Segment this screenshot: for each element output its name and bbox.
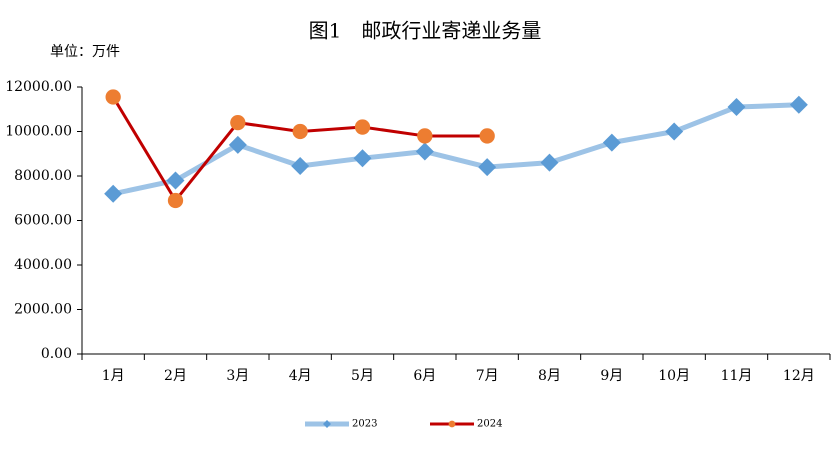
chart-title: 图1 邮政行业寄递业务量 xyxy=(309,19,542,43)
x-tick-label: 5月 xyxy=(351,368,374,384)
data-point xyxy=(166,171,185,190)
data-point xyxy=(167,192,184,209)
x-tick-label: 2月 xyxy=(164,368,187,384)
x-tick-label: 6月 xyxy=(413,368,436,384)
data-point xyxy=(479,128,495,144)
data-point xyxy=(789,95,808,114)
x-tick-label: 3月 xyxy=(226,368,249,384)
y-tick-label: 8000.00 xyxy=(14,168,72,184)
y-tick-label: 12000.00 xyxy=(5,79,72,95)
series-line xyxy=(112,102,799,197)
data-point xyxy=(353,149,372,168)
data-point xyxy=(602,133,621,152)
data-point xyxy=(354,119,371,135)
data-point xyxy=(104,184,123,203)
y-tick-label: 10000.00 xyxy=(5,124,72,140)
data-point xyxy=(417,128,433,144)
data-point xyxy=(228,135,247,154)
data-point xyxy=(292,123,308,140)
data-point xyxy=(230,114,246,131)
x-tick-label: 10月 xyxy=(658,368,690,384)
data-point xyxy=(478,158,497,177)
x-tick-label: 7月 xyxy=(476,368,499,384)
series-line xyxy=(111,96,488,202)
unit-label: 单位：万件 xyxy=(50,44,120,60)
x-tick-label: 9月 xyxy=(600,368,623,384)
data-point xyxy=(105,89,121,105)
y-tick-label: 6000.00 xyxy=(14,213,72,229)
x-tick-label: 11月 xyxy=(721,368,753,384)
data-point xyxy=(415,142,434,161)
x-tick-label: 4月 xyxy=(289,368,312,384)
x-tick-label: 8月 xyxy=(538,368,561,384)
legend-label: 2023 xyxy=(352,419,377,430)
data-point xyxy=(291,156,310,175)
legend-marker xyxy=(323,420,331,428)
y-tick-label: 4000.00 xyxy=(14,257,72,273)
x-tick-label: 12月 xyxy=(783,368,815,384)
data-point xyxy=(665,122,684,141)
data-point xyxy=(540,153,559,172)
data-point xyxy=(727,98,746,117)
y-tick-label: 2000.00 xyxy=(14,302,72,318)
x-tick-label: 1月 xyxy=(102,368,125,384)
legend-marker xyxy=(448,420,456,428)
y-tick-label: 0.00 xyxy=(41,346,72,362)
legend-label: 2024 xyxy=(477,419,502,430)
